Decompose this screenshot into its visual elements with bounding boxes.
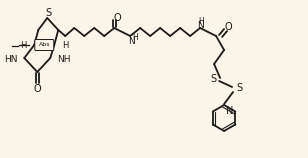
Text: HN: HN bbox=[4, 55, 17, 64]
Text: H: H bbox=[132, 33, 138, 43]
Text: O: O bbox=[113, 13, 121, 23]
Text: Abs: Abs bbox=[38, 43, 50, 48]
Text: S: S bbox=[45, 8, 51, 18]
Text: H: H bbox=[62, 40, 69, 49]
Text: N: N bbox=[128, 37, 135, 46]
Text: N: N bbox=[197, 21, 204, 30]
Text: H: H bbox=[198, 16, 204, 25]
Text: O: O bbox=[224, 22, 232, 32]
Text: S: S bbox=[210, 74, 216, 84]
Text: S: S bbox=[236, 83, 242, 93]
Text: H: H bbox=[20, 40, 26, 49]
Text: O: O bbox=[34, 84, 41, 94]
Text: N: N bbox=[226, 106, 233, 116]
Text: NH: NH bbox=[57, 55, 71, 64]
FancyBboxPatch shape bbox=[35, 40, 54, 51]
